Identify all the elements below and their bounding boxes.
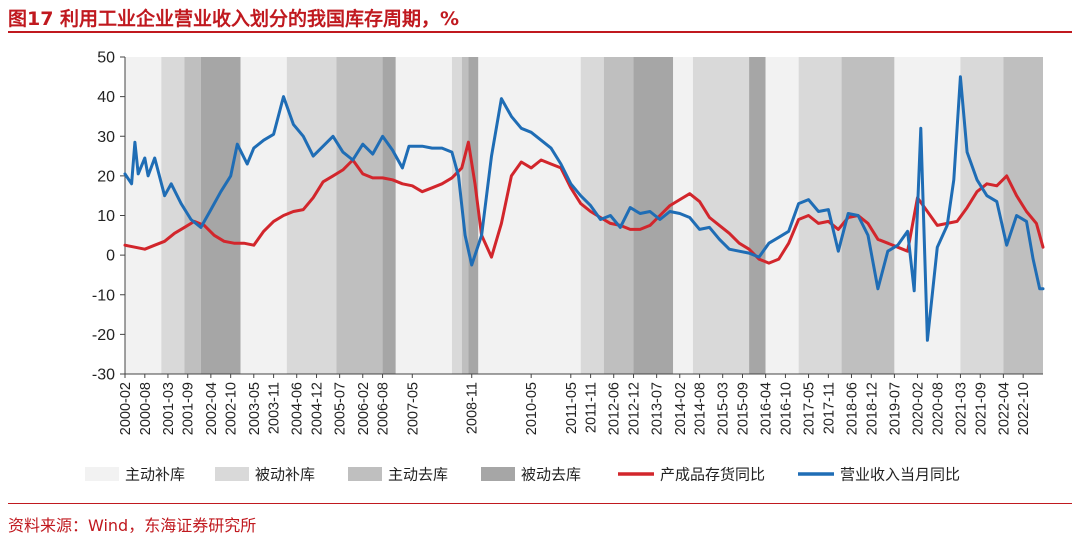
y-tick-label: 40 [97, 89, 115, 106]
x-tick-label: 2010-05 [524, 382, 540, 435]
legend-swatch [348, 467, 382, 481]
phase-band [841, 57, 895, 374]
x-tick-label: 2011-05 [564, 382, 580, 434]
x-tick-label: 2014-02 [673, 382, 689, 435]
phase-band [382, 57, 396, 374]
phase-band [395, 57, 452, 374]
x-tick-label: 2020-08 [930, 382, 946, 435]
phase-band [960, 57, 1004, 374]
chart-title: 图17 利用工业企业营业收入划分的我国库存周期，% [8, 8, 460, 30]
series-line-revenue [123, 75, 1045, 342]
x-tick-label: 2017-11 [821, 382, 837, 434]
x-tick-label: 2007-05 [405, 382, 421, 435]
y-tick-label: -30 [92, 367, 115, 384]
axes: 50 40 30 20 10 0 -10 -20 -30 [92, 50, 1043, 384]
series-line-inventory [123, 140, 1045, 265]
footer-divider [8, 503, 1072, 504]
x-tick-label: 2002-10 [224, 382, 240, 435]
legend-swatch [481, 467, 515, 481]
x-tick-label: 2002-04 [204, 382, 220, 435]
phase-band [286, 57, 337, 374]
phase-band [468, 57, 479, 374]
x-tick-label: 2015-03 [716, 382, 732, 435]
x-tick-label: 2015-09 [736, 382, 752, 435]
phase-band [451, 57, 462, 374]
x-tick-label: 2022-10 [1016, 382, 1032, 435]
x-tick-label: 2014-08 [693, 382, 709, 435]
phase-band [749, 57, 766, 374]
y-tick-label: 50 [97, 50, 115, 67]
x-tick-label: 2019-07 [887, 382, 903, 435]
legend-label: 主动补库 [125, 466, 185, 484]
y-tick-label: 30 [97, 129, 115, 146]
legend-label: 主动去库 [388, 466, 448, 484]
x-tick-label: 2013-07 [650, 382, 666, 435]
phase-band [184, 57, 201, 374]
y-tick-label: 20 [97, 168, 115, 185]
phase-bands [125, 57, 1043, 374]
x-tick-label: 2016-04 [759, 382, 775, 435]
series-lines [123, 75, 1045, 342]
x-tick-label: 2022-04 [996, 382, 1012, 435]
x-tick-label: 2012-12 [627, 382, 643, 435]
phase-band [478, 57, 581, 374]
title-divider [8, 31, 1072, 33]
x-tick-label: 2021-03 [953, 382, 969, 435]
phase-band [1003, 57, 1043, 374]
x-tick-label: 2020-02 [911, 382, 927, 435]
x-tick-labels: 2000-02 2000-08 2001-03 2001-09 2002-04 2002-… [118, 374, 1032, 435]
phase-band [461, 57, 469, 374]
y-tick-label: -10 [92, 287, 115, 304]
x-tick-label: 2004-12 [310, 382, 326, 435]
x-tick-label: 2000-02 [118, 382, 134, 435]
legend-swatch [215, 467, 249, 481]
x-tick-label: 2006-08 [376, 382, 392, 435]
x-tick-label: 2005-07 [333, 382, 349, 435]
legend-label: 营业收入当月同比 [840, 466, 960, 484]
x-tick-label: 2006-02 [356, 382, 372, 435]
x-tick-label: 2011-11 [584, 382, 600, 433]
legend-label: 产成品存货同比 [660, 466, 765, 484]
x-tick-label: 2001-09 [181, 382, 197, 435]
x-tick-label: 2017-05 [802, 382, 818, 435]
x-tick-label: 2000-08 [138, 382, 154, 435]
source-note: 资料来源：Wind，东海证券研究所 [8, 516, 257, 535]
phase-band [692, 57, 750, 374]
phase-band [125, 57, 162, 374]
legend: 主动补库 被动补库 主动去库 被动去库 产成品存货同比 营业收入当月同比 [85, 466, 960, 484]
x-tick-label: 2012-06 [607, 382, 623, 435]
x-tick-label: 2008-11 [465, 382, 481, 434]
y-tick-label: 0 [106, 248, 115, 265]
legend-swatch [85, 467, 119, 481]
y-tick-label: -20 [92, 327, 115, 344]
x-tick-label: 2001-03 [161, 382, 177, 435]
x-tick-label: 2016-10 [778, 382, 794, 435]
x-tick-label: 2018-06 [844, 382, 860, 435]
phase-band [580, 57, 604, 374]
x-tick-label: 2021-09 [973, 382, 989, 435]
x-tick-label: 2004-06 [290, 382, 306, 435]
phase-band [336, 57, 383, 374]
x-tick-label: 2018-12 [864, 382, 880, 435]
x-tick-label: 2003-05 [247, 382, 263, 435]
legend-label: 被动去库 [521, 466, 581, 484]
legend-label: 被动补库 [255, 466, 315, 484]
x-tick-label: 2003-11 [267, 382, 283, 434]
phase-band [161, 57, 185, 374]
y-tick-label: 10 [97, 208, 115, 225]
